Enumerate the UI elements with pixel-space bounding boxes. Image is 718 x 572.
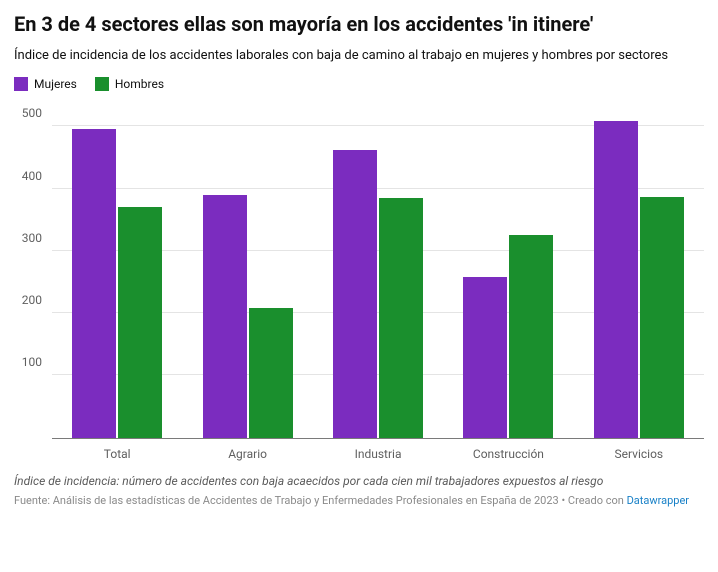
legend-item-hombres: Hombres [95,77,164,91]
y-axis: 100200300400500 [14,109,48,439]
bar-group [574,109,704,438]
bar [118,207,162,437]
bar-group [443,109,573,438]
bar [203,195,247,438]
y-tick-label: 300 [8,231,42,245]
bar-group [182,109,312,438]
x-tick-label: Servicios [574,439,704,461]
bar [249,308,293,438]
datawrapper-link[interactable]: Datawrapper [627,494,689,507]
bar [379,198,423,438]
legend-label-hombres: Hombres [115,77,164,91]
bar [509,235,553,437]
y-tick-label: 100 [8,355,42,369]
x-tick-label: Industria [313,439,443,461]
bar [463,277,507,438]
bar [333,150,377,438]
legend-item-mujeres: Mujeres [14,77,77,91]
legend: Mujeres Hombres [14,77,704,91]
x-tick-label: Agrario [182,439,312,461]
bar [640,197,684,437]
legend-label-mujeres: Mujeres [34,77,77,91]
legend-swatch-mujeres [14,77,28,91]
legend-swatch-hombres [95,77,109,91]
y-tick-label: 500 [8,106,42,120]
x-tick-label: Construcción [443,439,573,461]
y-tick-label: 400 [8,169,42,183]
source-created: Creado con [568,494,627,507]
source-line: Fuente: Análisis de las estadísticas de … [14,493,704,508]
bar-group [313,109,443,438]
chart-title: En 3 de 4 sectores ellas son mayoría en … [14,12,704,37]
x-axis-labels: TotalAgrarioIndustriaConstrucciónServici… [52,439,704,461]
chart: 100200300400500 TotalAgrarioIndustriaCon… [14,109,704,461]
y-tick-label: 200 [8,293,42,307]
plot-area [52,109,704,439]
bar [72,129,116,437]
bar [594,121,638,437]
chart-subtitle: Índice de incidencia de los accidentes l… [14,47,704,65]
footnote: Índice de incidencia: número de accident… [14,473,704,489]
x-tick-label: Total [52,439,182,461]
source-text: Fuente: Análisis de las estadísticas de … [14,494,561,507]
bar-groups [52,109,704,438]
bar-group [52,109,182,438]
